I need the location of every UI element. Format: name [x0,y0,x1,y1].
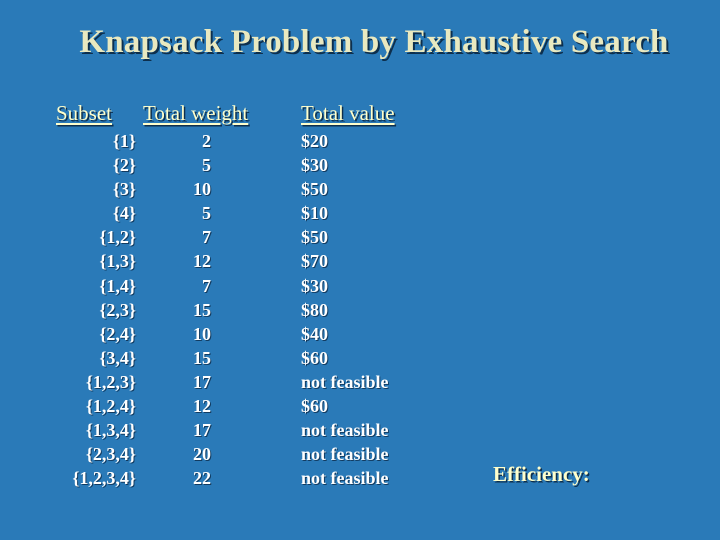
value-cell: not feasible [301,468,389,489]
weight-cell: 15 [193,299,211,320]
efficiency-label: Efficiency: [493,462,590,486]
weight-cell: 10 [193,323,211,344]
weight-cell: 17 [193,371,211,392]
slide-title: Knapsack Problem by Exhaustive Search [79,24,669,60]
subset-cell: {1,2,4} [85,396,136,417]
value-cell: $30 [301,155,328,176]
value-cell: $60 [301,347,328,368]
weight-cell: 2 [202,131,211,151]
subset-cell: {2,4} [99,323,136,344]
weight-cell: 17 [193,420,211,441]
subset-cell: {3,4} [99,347,136,368]
weight-cell: 15 [193,347,211,368]
weight-cell: 10 [193,179,211,200]
subset-column: {1} {2} {3} {4} {1,2} {1,3} {1,4} {2,3} … [30,129,136,490]
weight-cell: 5 [202,203,211,224]
subset-cell: {1,4} [99,275,136,296]
header-total-value: Total value [301,101,395,125]
value-cell: $20 [301,131,328,151]
subset-cell: {1,3} [99,251,136,272]
weight-cell: 20 [193,444,211,465]
subset-cell: {1,2} [99,227,136,248]
subset-cell: {2,3} [99,299,136,320]
subset-cell: {1,2,3} [85,371,136,392]
value-cell: $10 [301,203,328,224]
subset-cell: {4} [112,203,136,224]
subset-cell: {1,3,4} [85,420,136,441]
weight-cell: 7 [202,275,211,296]
value-cell: $60 [301,396,328,417]
header-subset: Subset [56,101,113,125]
subset-cell: {3} [112,179,136,200]
subset-cell: {1,2,3,4} [72,468,136,489]
value-cell: not feasible [301,371,389,392]
header-total-weight: Total weight [143,101,249,125]
value-cell: $40 [301,323,328,344]
subset-cell: {2} [112,155,136,176]
weight-cell: 5 [202,155,211,176]
subset-cell: {2,3,4} [85,444,136,465]
weight-cell: 12 [193,396,211,417]
value-cell: not feasible [301,444,389,465]
weight-cell: 7 [202,227,211,248]
value-column: $20 $30 $50 $10 $50 $70 $30 $80 $40 $60 … [301,129,389,490]
value-cell: $80 [301,299,328,320]
weight-cell: 22 [193,468,211,489]
value-cell: $50 [301,227,328,248]
value-cell: not feasible [301,420,389,441]
value-cell: $50 [301,179,328,200]
weight-column: 2 5 10 5 7 12 7 15 10 15 17 12 17 20 22 [170,129,211,490]
value-cell: $30 [301,275,328,296]
subset-cell: {1} [112,131,136,151]
weight-cell: 12 [193,251,211,272]
value-cell: $70 [301,251,328,272]
